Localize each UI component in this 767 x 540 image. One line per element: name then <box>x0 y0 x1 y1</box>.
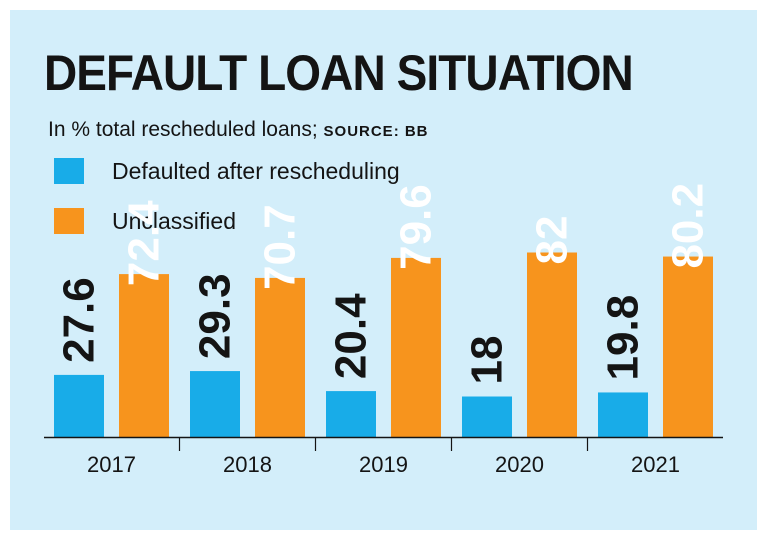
tick-label-2020: 2020 <box>495 452 544 477</box>
data-label-unclassified-2021: 80.2 <box>664 183 713 269</box>
subtitle-text: In % total rescheduled loans; <box>48 118 318 141</box>
bar-defaulted-2017 <box>54 374 104 437</box>
legend-swatch-defaulted <box>54 158 84 184</box>
legend-label-unclassified: Unclassified <box>112 207 236 234</box>
bar-defaulted-2018 <box>190 371 240 437</box>
bar-unclassified-2019 <box>391 257 441 437</box>
bar-unclassified-2017 <box>119 274 169 437</box>
bar-unclassified-2020 <box>527 252 577 437</box>
bar-unclassified-2018 <box>255 277 305 437</box>
data-label-defaulted-2021: 19.8 <box>599 295 648 381</box>
source-note: SOURCE: BB <box>323 123 429 140</box>
tick-label-2021: 2021 <box>631 452 680 477</box>
data-label-unclassified-2017: 72.4 <box>120 200 169 286</box>
bar-unclassified-2021 <box>663 256 713 437</box>
tick-label-2017: 2017 <box>87 452 136 477</box>
tick-label-2019: 2019 <box>359 452 408 477</box>
data-label-defaulted-2017: 27.6 <box>55 277 104 363</box>
tick-label-2018: 2018 <box>223 452 272 477</box>
legend-item-defaulted: Defaulted after rescheduling <box>54 158 400 184</box>
legend-item-unclassified: Unclassified <box>54 208 236 234</box>
legend-swatch-unclassified <box>54 208 84 234</box>
bar-defaulted-2019 <box>326 391 376 437</box>
chart-panel <box>10 10 757 530</box>
bar-defaulted-2020 <box>462 396 512 437</box>
bar-defaulted-2021 <box>598 392 648 437</box>
data-label-unclassified-2018: 70.7 <box>256 204 305 290</box>
data-label-unclassified-2020: 82 <box>528 216 577 265</box>
chart-subtitle: In % total rescheduled loans; SOURCE: BB <box>48 118 429 142</box>
data-label-defaulted-2019: 20.4 <box>327 293 376 379</box>
data-label-defaulted-2018: 29.3 <box>191 273 240 359</box>
data-label-unclassified-2019: 79.6 <box>392 184 441 270</box>
legend-label-defaulted: Defaulted after rescheduling <box>112 157 400 184</box>
data-label-defaulted-2020: 18 <box>463 336 512 385</box>
chart-title: DEFAULT LOAN SITUATION <box>44 45 634 101</box>
